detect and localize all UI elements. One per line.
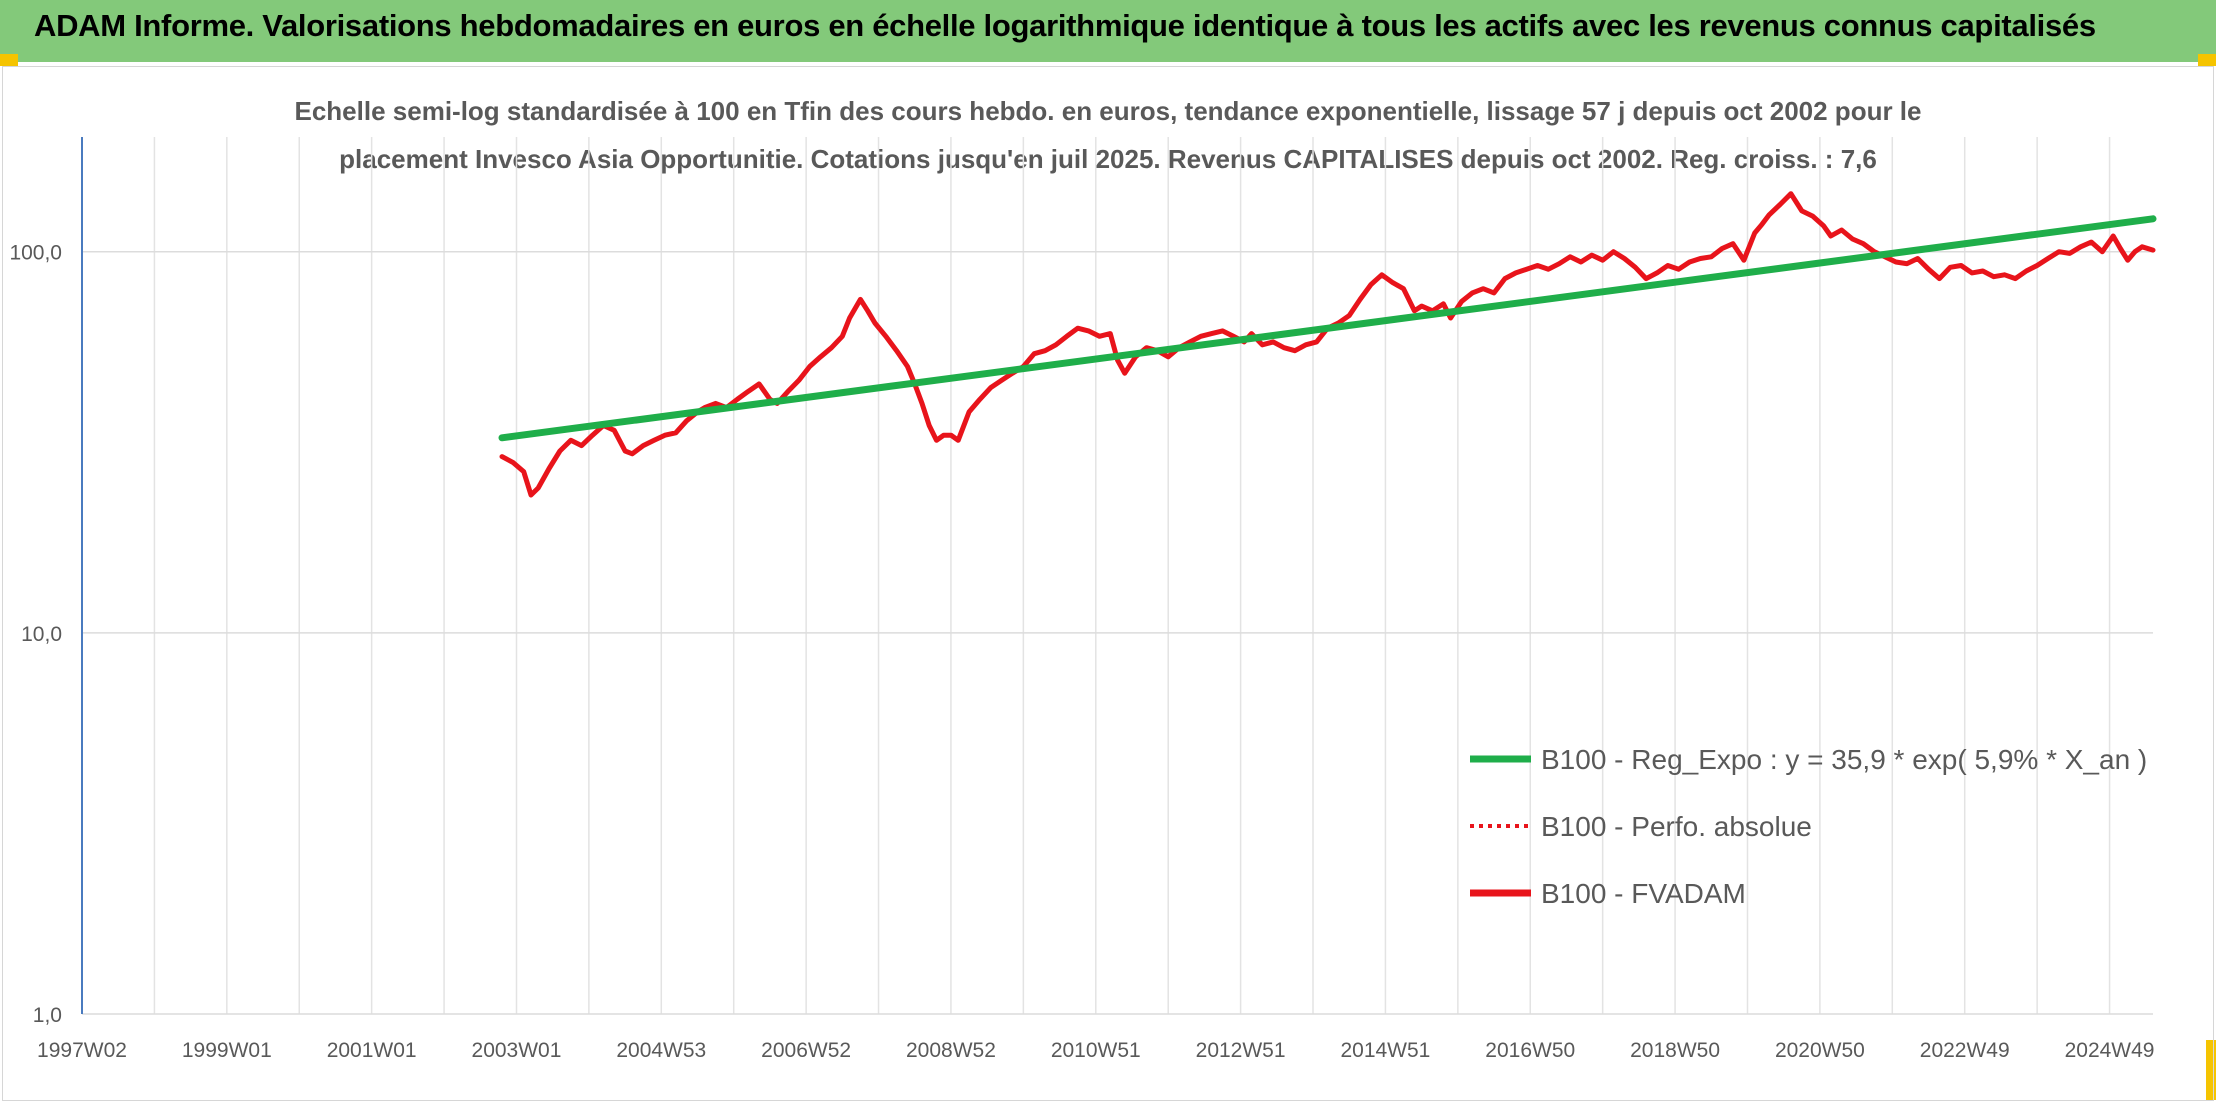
x-tick-label: 2014W51 [1340,1039,1430,1062]
x-tick-label: 2020W50 [1775,1039,1865,1062]
series-lines [498,191,2157,498]
x-tick-label: 2012W51 [1196,1039,1286,1062]
x-tick-label: 2024W49 [2065,1039,2155,1062]
chart-frame [2,66,2214,1101]
corner-mark-bottom-right [2206,1040,2216,1100]
x-tick-label: 2022W49 [1920,1039,2010,1062]
x-tick-label: 2001W01 [327,1039,417,1062]
x-tick-label: 1997W02 [37,1039,127,1062]
axes: 1,0 10,0 100,0 1997W02 1999W01 2001W01 2003W01… [9,137,2155,1062]
y-tick-label: 1,0 [33,1004,62,1027]
legend-label-1: B100 - Reg_Expo : y = 35,9 * exp( 5,9% *… [1541,744,2147,775]
header-banner: ADAM Informe. Valorisations hebdomadaire… [0,0,2216,64]
x-tick-label: 2008W52 [906,1039,996,1062]
series-line-1 [498,215,2157,442]
x-tick-label: 2006W52 [761,1039,851,1062]
x-tick-label: 1999W01 [182,1039,272,1062]
chart-title-line-2: placement Invesco Asia Opportunitie. Cot… [339,144,1877,174]
series-line-3 [499,191,2156,498]
corner-mark-top-right [2198,54,2216,66]
legend: B100 - Reg_Expo : y = 35,9 * exp( 5,9% *… [1470,744,2147,909]
x-tick-label: 2010W51 [1051,1039,1141,1062]
x-tick-label: 2016W50 [1485,1039,1575,1062]
gridlines [82,137,2153,1015]
x-tick-label: 2003W01 [472,1039,562,1062]
y-tick-label: 100,0 [9,242,62,265]
legend-label-3: B100 - FVADAM [1541,878,1746,909]
corner-mark-top-left [0,54,18,66]
page-title: ADAM Informe. Valorisations hebdomadaire… [34,8,2096,43]
chart-title-line-1: Echelle semi-log standardisée à 100 en T… [294,96,1922,126]
legend-label-2: B100 - Perfo. absolue [1541,811,1812,842]
x-tick-label: 2004W53 [616,1039,706,1062]
y-tick-label: 10,0 [21,623,62,646]
x-tick-label: 2018W50 [1630,1039,1720,1062]
